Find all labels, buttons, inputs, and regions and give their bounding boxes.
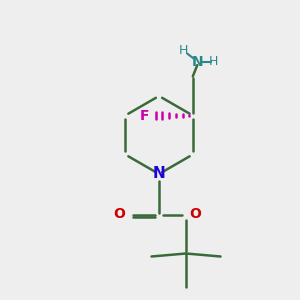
Text: H: H: [179, 44, 188, 57]
Text: N: N: [191, 55, 203, 68]
Text: O: O: [113, 208, 125, 221]
Text: O: O: [190, 208, 202, 221]
Text: F: F: [140, 109, 149, 122]
Text: N: N: [153, 167, 165, 182]
Text: H: H: [209, 55, 218, 68]
